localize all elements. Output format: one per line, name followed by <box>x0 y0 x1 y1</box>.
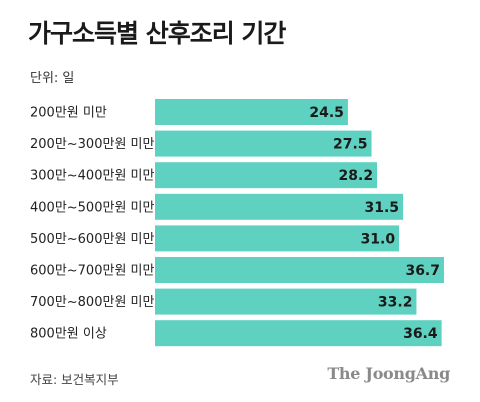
brand-logo: The JoongAng <box>327 364 450 383</box>
chart-title: 가구소득별 산후조리 기간 <box>28 19 286 48</box>
category-label: 200만~300만원 미만 <box>30 137 154 152</box>
unit-label: 단위: 일 <box>30 71 75 86</box>
bar <box>155 99 348 125</box>
bar <box>155 193 404 220</box>
bar <box>155 225 400 252</box>
value-label: 31.0 <box>361 231 396 247</box>
category-label: 200만원 미만 <box>30 106 107 121</box>
value-label: 36.7 <box>405 263 440 279</box>
value-label: 24.5 <box>309 105 344 121</box>
value-label: 36.4 <box>403 326 438 342</box>
category-label: 500만~600만원 미만 <box>30 232 154 247</box>
value-label: 31.5 <box>365 200 400 216</box>
value-label: 27.5 <box>333 137 368 153</box>
bar <box>155 257 444 283</box>
bar <box>155 162 378 189</box>
bar <box>155 288 417 315</box>
category-label: 300만~400만원 미만 <box>30 169 154 184</box>
category-label: 700만~800만원 미만 <box>30 295 154 310</box>
source-label: 자료: 보건복지부 <box>30 372 119 387</box>
bar <box>155 320 442 347</box>
category-label: 800만원 이상 <box>30 327 107 342</box>
category-label: 400만~500만원 미만 <box>30 200 154 215</box>
category-label: 600만~700만원 미만 <box>30 264 154 279</box>
value-label: 28.2 <box>339 168 374 184</box>
bar <box>155 130 372 157</box>
value-label: 33.2 <box>378 295 413 311</box>
